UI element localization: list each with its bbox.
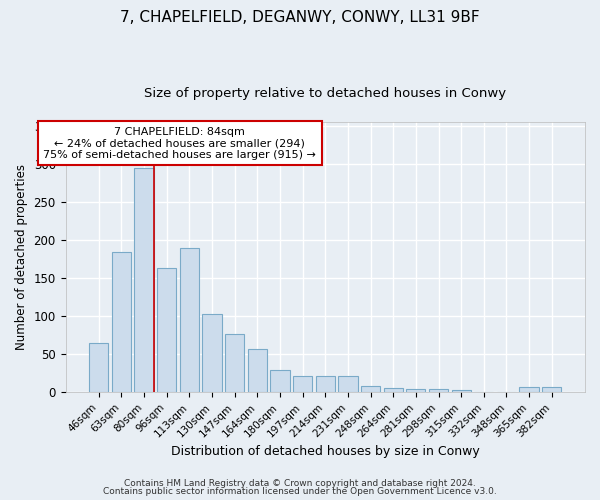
X-axis label: Distribution of detached houses by size in Conwy: Distribution of detached houses by size …: [171, 444, 479, 458]
Bar: [112, 252, 131, 392]
Text: 7 CHAPELFIELD: 84sqm
← 24% of detached houses are smaller (294)
75% of semi-deta: 7 CHAPELFIELD: 84sqm ← 24% of detached h…: [43, 126, 316, 160]
Bar: [338, 376, 358, 392]
Title: Size of property relative to detached houses in Conwy: Size of property relative to detached ho…: [144, 88, 506, 101]
Bar: [316, 376, 335, 392]
Y-axis label: Number of detached properties: Number of detached properties: [15, 164, 28, 350]
Bar: [520, 387, 539, 392]
Text: 7, CHAPELFIELD, DEGANWY, CONWY, LL31 9BF: 7, CHAPELFIELD, DEGANWY, CONWY, LL31 9BF: [120, 10, 480, 25]
Bar: [202, 314, 221, 392]
Bar: [134, 168, 154, 392]
Bar: [225, 334, 244, 392]
Bar: [157, 268, 176, 392]
Bar: [542, 387, 562, 392]
Bar: [406, 390, 425, 392]
Bar: [180, 248, 199, 392]
Bar: [248, 349, 267, 393]
Bar: [271, 370, 290, 392]
Bar: [361, 386, 380, 392]
Bar: [383, 388, 403, 392]
Text: Contains public sector information licensed under the Open Government Licence v3: Contains public sector information licen…: [103, 487, 497, 496]
Bar: [293, 376, 312, 392]
Bar: [429, 390, 448, 392]
Text: Contains HM Land Registry data © Crown copyright and database right 2024.: Contains HM Land Registry data © Crown c…: [124, 478, 476, 488]
Bar: [452, 390, 471, 392]
Bar: [89, 343, 109, 392]
